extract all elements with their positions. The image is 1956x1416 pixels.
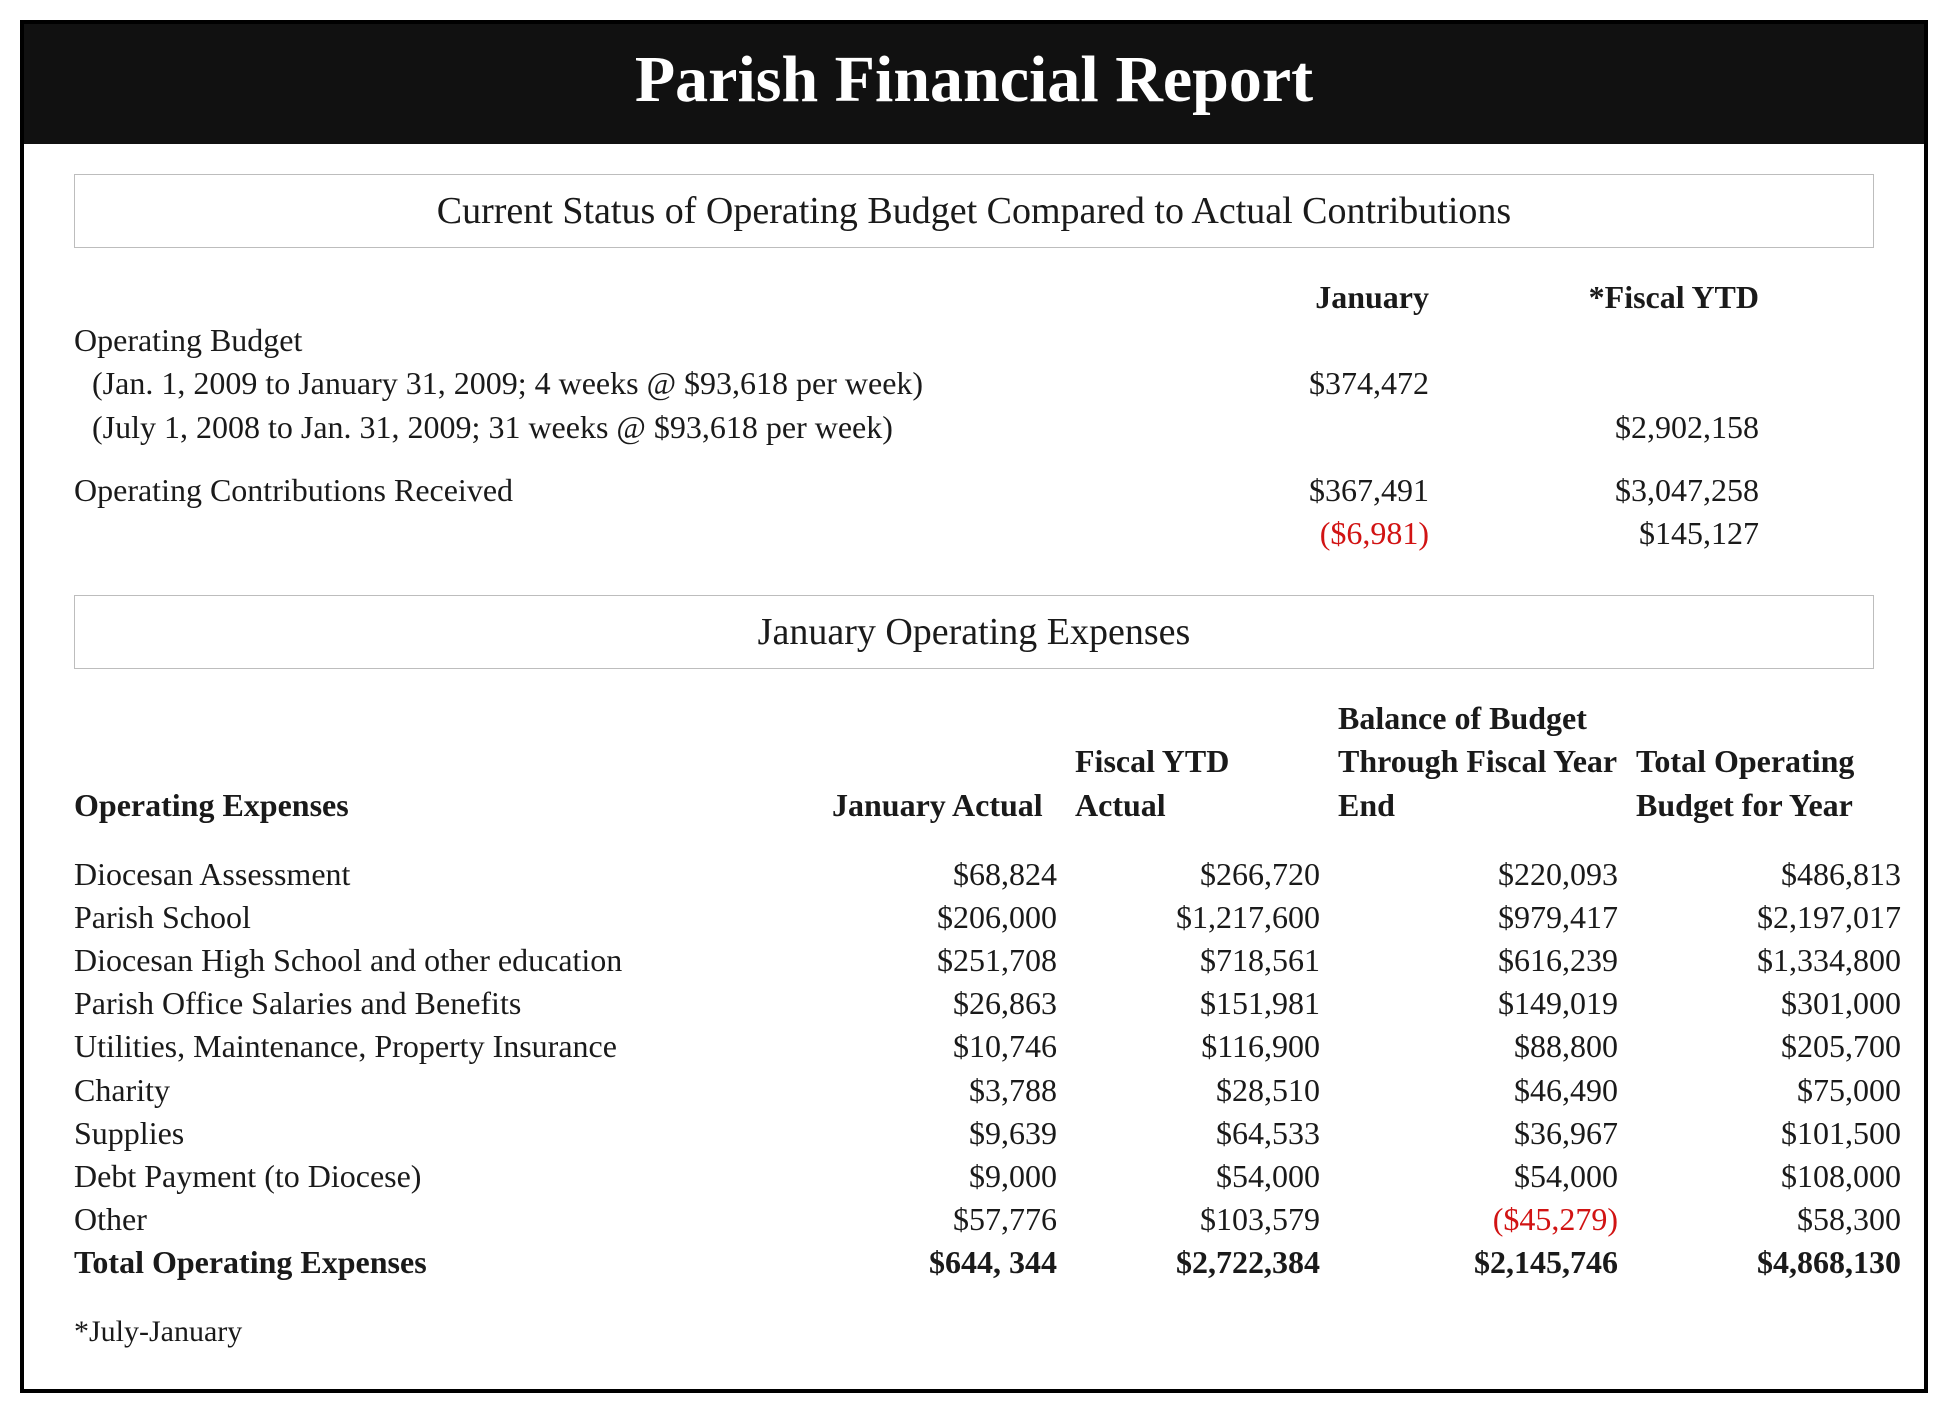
section1-header: Current Status of Operating Budget Compa…	[74, 174, 1874, 248]
exp-row-c2: $64,533	[1075, 1112, 1320, 1155]
exp-total-c3: $2,145,746	[1338, 1241, 1618, 1284]
exp-row-c2: $103,579	[1075, 1198, 1320, 1241]
exp-total-c1: $644, 344	[832, 1241, 1057, 1284]
exp-row-c3: $220,093	[1338, 853, 1618, 896]
exp-row-c3: ($45,279)	[1338, 1198, 1618, 1241]
exp-row-label: Diocesan High School and other education	[74, 939, 814, 982]
exp-row-label: Diocesan Assessment	[74, 853, 814, 896]
exp-row-label: Supplies	[74, 1112, 814, 1155]
diff-jan: ($6,981)	[1154, 512, 1429, 555]
exp-col1-head: January Actual	[832, 784, 1057, 827]
exp-row-c4: $108,000	[1636, 1155, 1901, 1198]
exp-col3-head: Balance of Budget Through Fiscal Year En…	[1338, 697, 1618, 827]
exp-row-c4: $2,197,017	[1636, 896, 1901, 939]
exp-row-c1: $68,824	[832, 853, 1057, 896]
exp-col-label: Operating Expenses	[74, 784, 814, 827]
exp-row-c4: $58,300	[1636, 1198, 1901, 1241]
table-row: Diocesan Assessment $68,824 $266,720 $220,0…	[74, 853, 1874, 896]
budget-line1-jan: $374,472	[1154, 362, 1429, 405]
exp-row-label: Parish Office Salaries and Benefits	[74, 982, 814, 1025]
exp-row-c3: $149,019	[1338, 982, 1618, 1025]
table-row: Debt Payment (to Diocese) $9,000 $54,000 $5…	[74, 1155, 1874, 1198]
budget-line1-label: (Jan. 1, 2009 to January 31, 2009; 4 wee…	[74, 362, 1124, 405]
report-content: Current Status of Operating Budget Compa…	[24, 144, 1924, 1389]
exp-row-c3: $36,967	[1338, 1112, 1618, 1155]
exp-row-c2: $28,510	[1075, 1069, 1320, 1112]
exp-row-c2: $116,900	[1075, 1025, 1320, 1068]
table-row: Parish Office Salaries and Benefits $26,8…	[74, 982, 1874, 1025]
exp-row-c1: $26,863	[832, 982, 1057, 1025]
exp-row-label: Debt Payment (to Diocese)	[74, 1155, 814, 1198]
exp-row-c4: $101,500	[1636, 1112, 1901, 1155]
table-row: Charity$3,788$28,510$46,490$75,000	[74, 1069, 1874, 1112]
operating-budget-label: Operating Budget	[74, 319, 1124, 362]
expenses-table: Operating Expenses January Actual Fiscal…	[74, 697, 1874, 1284]
exp-row-c3: $616,239	[1338, 939, 1618, 982]
budget-line1-ytd	[1459, 362, 1759, 405]
exp-row-c1: $9,639	[832, 1112, 1057, 1155]
exp-row-c2: $151,981	[1075, 982, 1320, 1025]
budget-status-block: January *Fiscal YTD Operating Budget (Ja…	[74, 276, 1874, 555]
exp-row-c4: $75,000	[1636, 1069, 1901, 1112]
table-row: Supplies$9,639$64,533$36,967$101,500	[74, 1112, 1874, 1155]
exp-row-c1: $251,708	[832, 939, 1057, 982]
table-row: Diocesan High School and other education…	[74, 939, 1874, 982]
exp-row-c1: $57,776	[832, 1198, 1057, 1241]
page-title: Parish Financial Report	[24, 24, 1924, 144]
exp-row-c4: $1,334,800	[1636, 939, 1901, 982]
budget-line2-jan	[1154, 406, 1429, 449]
exp-row-c3: $54,000	[1338, 1155, 1618, 1198]
exp-col2-head: Fiscal YTD Actual	[1075, 740, 1320, 826]
exp-row-c2: $718,561	[1075, 939, 1320, 982]
exp-row-c2: $54,000	[1075, 1155, 1320, 1198]
exp-row-label: Other	[74, 1198, 814, 1241]
col-header-ytd: *Fiscal YTD	[1459, 276, 1759, 319]
table-row: Other$57,776$103,579($45,279)$58,300	[74, 1198, 1874, 1241]
exp-row-c1: $9,000	[832, 1155, 1057, 1198]
table-row: Utilities, Maintenance, Property Insuran…	[74, 1025, 1874, 1068]
exp-row-c1: $206,000	[832, 896, 1057, 939]
exp-total-c2: $2,722,384	[1075, 1241, 1320, 1284]
exp-row-c3: $979,417	[1338, 896, 1618, 939]
diff-ytd: $145,127	[1459, 512, 1759, 555]
exp-row-c4: $205,700	[1636, 1025, 1901, 1068]
exp-row-c3: $46,490	[1338, 1069, 1618, 1112]
exp-row-c4: $301,000	[1636, 982, 1901, 1025]
col-header-january: January	[1154, 276, 1429, 319]
contrib-ytd: $3,047,258	[1459, 469, 1759, 512]
budget-line2-ytd: $2,902,158	[1459, 406, 1759, 449]
exp-col4-head: Total Operating Budget for Year	[1636, 740, 1901, 826]
section2-header: January Operating Expenses	[74, 595, 1874, 669]
exp-total-c4: $4,868,130	[1636, 1241, 1901, 1284]
exp-row-c1: $10,746	[832, 1025, 1057, 1068]
exp-row-c2: $266,720	[1075, 853, 1320, 896]
exp-total-row: Total Operating Expenses $644, 344 $2,72…	[74, 1241, 1874, 1284]
exp-row-c2: $1,217,600	[1075, 896, 1320, 939]
exp-row-c3: $88,800	[1338, 1025, 1618, 1068]
exp-total-label: Total Operating Expenses	[74, 1241, 814, 1284]
budget-line2-label: (July 1, 2008 to Jan. 31, 2009; 31 weeks…	[74, 406, 1124, 449]
exp-row-label: Utilities, Maintenance, Property Insuran…	[74, 1025, 814, 1068]
report-container: Parish Financial Report Current Status o…	[20, 20, 1928, 1393]
exp-row-c4: $486,813	[1636, 853, 1901, 896]
exp-row-c1: $3,788	[832, 1069, 1057, 1112]
exp-row-label: Charity	[74, 1069, 814, 1112]
table-row: Parish School$206,000$1,217,600$979,417$…	[74, 896, 1874, 939]
footnote: *July-January	[74, 1315, 1874, 1349]
exp-row-label: Parish School	[74, 896, 814, 939]
contrib-jan: $367,491	[1154, 469, 1429, 512]
contrib-label: Operating Contributions Received	[74, 469, 1124, 512]
